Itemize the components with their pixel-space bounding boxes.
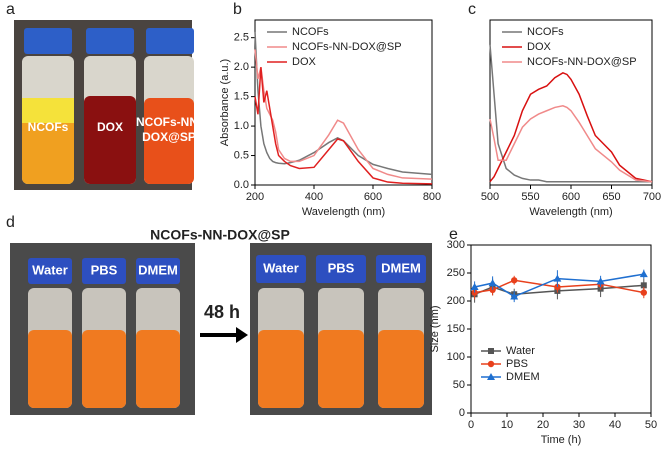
cap-label: PBS	[328, 260, 355, 275]
cap-label: PBS	[91, 262, 118, 277]
marker	[553, 274, 562, 282]
plot-frame	[254, 19, 433, 186]
marker	[487, 373, 495, 380]
marker	[470, 283, 479, 290]
legend-label: PBS	[506, 358, 528, 370]
x-tick-label: 600	[364, 191, 382, 203]
y-tick-label: 150	[447, 323, 465, 335]
cap-label: DMEM	[138, 262, 178, 277]
y-tick-label: 200	[447, 295, 465, 307]
legend-label: NCOFs	[292, 26, 329, 38]
vial-label: DOX@SP	[142, 130, 196, 144]
x-tick-label: 800	[423, 191, 441, 203]
marker	[640, 289, 647, 296]
legend-label: DOX	[292, 56, 317, 68]
y-tick-label: 0	[459, 407, 465, 419]
x-tick-label: 400	[305, 191, 323, 203]
marker	[488, 348, 494, 354]
y-tick-label: 2.0	[234, 61, 249, 73]
marker	[511, 277, 518, 284]
series-line	[489, 105, 653, 183]
y-tick-label: 1.5	[234, 91, 249, 103]
marker	[510, 292, 519, 300]
plot-frame	[470, 244, 652, 414]
x-tick-label: 700	[643, 191, 661, 203]
panel-label: b	[233, 1, 242, 18]
y-tick-label: 250	[447, 267, 465, 279]
marker	[640, 282, 647, 289]
y-tick-label: 2.5	[234, 32, 249, 44]
cap-label: DMEM	[381, 260, 421, 275]
cap-label: Water	[32, 262, 68, 277]
series-line	[474, 273, 644, 298]
marker	[596, 277, 605, 285]
x-tick-label: 40	[609, 419, 621, 431]
x-tick-label: 50	[645, 419, 657, 431]
x-tick-label: 0	[468, 419, 474, 431]
legend-label: Water	[506, 345, 535, 357]
legend-label: NCOFs-NN-DOX@SP	[292, 41, 402, 53]
y-tick-label: 300	[447, 239, 465, 251]
x-tick-label: 550	[521, 191, 539, 203]
x-axis-label: Wavelength (nm)	[529, 206, 612, 218]
y-tick-label: 100	[447, 351, 465, 363]
series-line	[254, 67, 433, 185]
vial-label: NCOFs-NN-	[136, 115, 202, 129]
y-tick-label: 50	[453, 379, 465, 391]
legend-label: DOX	[527, 41, 552, 53]
series-line	[254, 49, 433, 180]
legend-label: NCOFs	[527, 26, 564, 38]
x-tick-label: 10	[501, 419, 513, 431]
x-axis-label: Time (h)	[541, 434, 582, 446]
legend-label: NCOFs-NN-DOX@SP	[527, 56, 637, 68]
y-tick-label: 0.0	[234, 179, 249, 191]
panel-label: c	[468, 1, 476, 18]
y-tick-label: 1.0	[234, 120, 249, 132]
vial-label: DOX	[97, 120, 123, 134]
x-tick-label: 600	[562, 191, 580, 203]
x-tick-label: 30	[573, 419, 585, 431]
photo-a	[14, 20, 194, 190]
panel-label: d	[6, 214, 15, 231]
marker	[487, 360, 495, 368]
series-line	[489, 44, 652, 183]
y-axis-label: Absorbance (a.u.)	[219, 59, 231, 146]
x-axis-label: Wavelength (nm)	[302, 206, 385, 218]
x-tick-label: 650	[602, 191, 620, 203]
photo-d	[10, 243, 432, 415]
panel-label: a	[6, 1, 15, 18]
y-axis-label: Size (nm)	[429, 305, 441, 352]
panel-title: NCOFs-NN-DOX@SP	[150, 227, 290, 243]
y-tick-label: 0.5	[234, 149, 249, 161]
arrow-label: 48 h	[204, 302, 240, 322]
panel-label: e	[449, 226, 458, 243]
x-tick-label: 200	[246, 191, 264, 203]
legend-label: DMEM	[506, 371, 540, 383]
vial-label: NCOFs	[28, 120, 69, 134]
cap-label: Water	[263, 260, 299, 275]
marker	[639, 270, 648, 278]
plot-frame	[489, 19, 653, 186]
x-tick-label: 500	[481, 191, 499, 203]
x-tick-label: 20	[537, 419, 549, 431]
marker	[488, 279, 497, 287]
series-line	[489, 71, 653, 183]
